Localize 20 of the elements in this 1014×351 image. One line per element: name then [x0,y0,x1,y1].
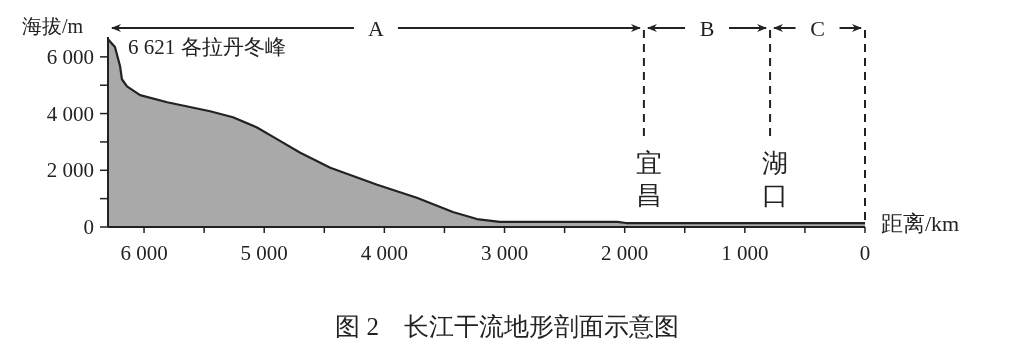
ref-line-label: 湖口 [762,149,789,210]
y-tick-label: 2 000 [46,158,94,183]
y-tick-label: 4 000 [46,101,94,126]
ref-line-label: 宜昌 [635,149,662,210]
x-tick-label: 2 000 [601,241,649,265]
x-tick-label: 0 [859,241,871,265]
x-tick-label: 3 000 [480,241,529,265]
text: 图 2 长江干流地形剖面示意图 [335,313,679,340]
annotation: C [810,16,825,41]
annotation: 6 621 各拉丹冬峰 [128,35,286,60]
x-tick-label: 5 000 [240,241,288,265]
x-tick-label: 1 000 [721,241,769,265]
y-tick-label: 0 [83,215,94,239]
x-tick-label: 6 000 [120,241,168,265]
annotation: B [699,16,715,41]
x-axis-title: 距离/km [881,211,960,236]
y-tick-label: 6 000 [46,44,94,69]
annotation: A [368,16,385,41]
y-axis-title: 海拔/m [22,15,84,37]
x-tick-label: 4 000 [360,241,408,265]
